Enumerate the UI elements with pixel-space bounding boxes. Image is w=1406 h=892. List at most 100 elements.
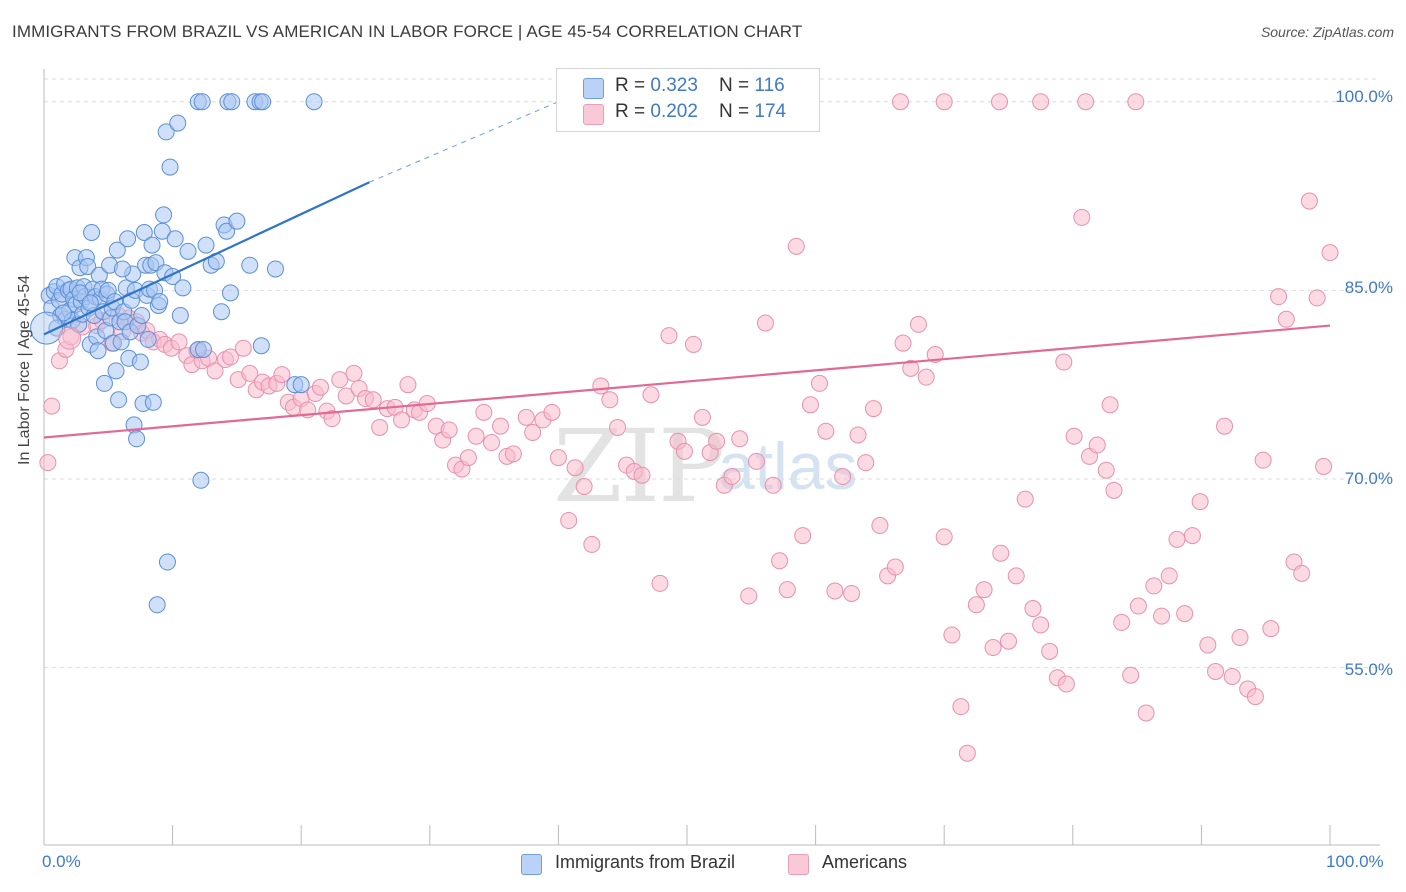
americans-point	[787, 237, 805, 255]
legend-series-name: Americans	[822, 852, 908, 872]
americans-point	[43, 397, 61, 415]
americans-point	[1007, 567, 1025, 585]
brazil-point	[30, 311, 64, 345]
brazil-point	[223, 93, 241, 111]
americans-point	[1113, 613, 1131, 631]
brazil-trend-extension	[369, 101, 559, 183]
americans-point	[935, 528, 953, 546]
americans-point	[1315, 457, 1333, 475]
americans-point	[1088, 436, 1106, 454]
correlation-legend: R = 0.323 N = 116 R = 0.202 N = 174	[556, 68, 820, 132]
americans-point	[1223, 667, 1241, 685]
brazil-point	[192, 471, 210, 489]
americans-point	[1191, 493, 1209, 511]
americans-point	[1105, 481, 1123, 499]
americans-point	[1293, 564, 1311, 582]
americans-point	[575, 478, 593, 496]
brazil-point	[119, 230, 137, 248]
americans-point	[771, 552, 789, 570]
americans-point	[566, 459, 584, 477]
americans-point	[935, 93, 953, 111]
americans-point	[958, 744, 976, 762]
brazil-point	[166, 230, 184, 248]
x-tick-label-max: 100.0%	[1326, 852, 1384, 871]
y-tick-label: 85.0%	[1344, 278, 1393, 297]
americans-point	[731, 430, 749, 448]
americans-point	[323, 410, 341, 428]
americans-point	[891, 93, 909, 111]
americans-point	[778, 581, 796, 599]
americans-trend-line	[43, 324, 1331, 439]
americans-point	[492, 417, 510, 435]
brazil-point	[144, 393, 162, 411]
legend-r-value: 0.202	[650, 101, 698, 122]
americans-point	[917, 368, 935, 386]
americans-point	[660, 327, 678, 345]
americans-point	[810, 374, 828, 392]
americans-point	[1199, 636, 1217, 654]
y-axis-label: In Labor Force | Age 45-54	[16, 274, 33, 465]
americans-point	[583, 535, 601, 553]
americans-point	[543, 403, 561, 421]
americans-point	[517, 408, 535, 426]
americans-point	[467, 427, 485, 445]
americans-point	[483, 434, 501, 452]
americans-point	[952, 698, 970, 716]
americans-point	[206, 362, 224, 380]
americans-point	[475, 403, 493, 421]
americans-point	[843, 584, 861, 602]
americans-point	[1300, 192, 1318, 210]
americans-point	[651, 574, 669, 592]
brazil-point	[193, 93, 211, 111]
americans-point	[675, 442, 693, 460]
americans-point	[58, 326, 82, 350]
americans-point	[170, 333, 188, 351]
americans-point	[886, 558, 904, 576]
brazil-point	[252, 337, 270, 355]
americans-point	[764, 476, 782, 494]
americans-point	[684, 335, 702, 353]
americans-point	[902, 359, 920, 377]
americans-point	[1207, 662, 1225, 680]
americans-point	[1129, 597, 1147, 615]
americans-point	[273, 366, 291, 384]
brazil-point	[155, 206, 173, 224]
americans-point	[345, 364, 363, 382]
americans-point	[331, 371, 349, 389]
americans-point	[871, 517, 889, 535]
brazil-point	[197, 236, 215, 254]
brazil-point	[128, 430, 146, 448]
brazil-point	[221, 284, 239, 302]
americans-point	[1057, 675, 1075, 693]
brazil-point	[108, 241, 126, 259]
brazil-point	[179, 242, 197, 260]
brazil-point	[174, 279, 192, 297]
brazil-point	[95, 374, 113, 392]
brazil-point	[254, 93, 272, 111]
legend-r-label: R =	[615, 75, 651, 96]
legend-series-name: Immigrants from Brazil	[555, 852, 736, 872]
americans-point	[1032, 93, 1050, 111]
americans-point	[992, 544, 1010, 562]
pink-swatch-icon	[788, 854, 809, 875]
brazil-trend-line	[43, 181, 370, 336]
brazil-point	[110, 391, 128, 409]
americans-point	[1145, 577, 1163, 595]
brazil-point	[266, 260, 284, 278]
brazil-point	[228, 212, 246, 230]
legend-n-label: N =	[719, 75, 755, 96]
americans-point	[1041, 642, 1059, 660]
americans-point	[1246, 688, 1264, 706]
americans-point	[894, 334, 912, 352]
americans-point	[609, 418, 627, 436]
pink-swatch-icon	[583, 104, 604, 125]
brazil-point	[148, 596, 166, 614]
americans-point	[1254, 451, 1272, 469]
americans-point	[834, 467, 852, 485]
x-tick-label-min: 0.0%	[42, 852, 81, 871]
brazil-point	[79, 257, 97, 275]
legend-r-value: 0.323	[650, 75, 698, 96]
americans-point	[1137, 704, 1155, 722]
americans-point	[909, 315, 927, 333]
americans-point	[1176, 605, 1194, 623]
